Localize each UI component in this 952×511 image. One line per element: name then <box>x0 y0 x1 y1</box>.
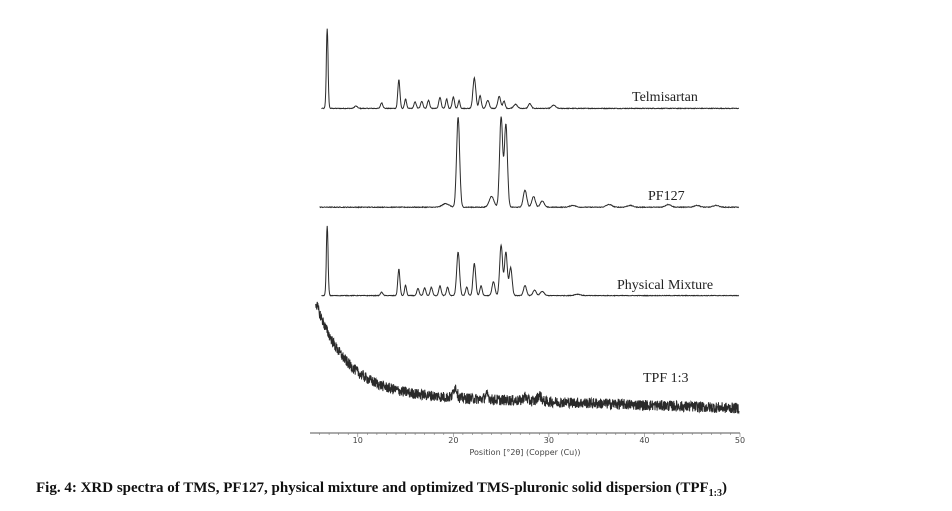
caption-suffix: ) <box>722 480 728 496</box>
x-tick-label: 30 <box>544 436 554 445</box>
series-label-tpf-1-3: TPF 1:3 <box>643 371 689 386</box>
xrd-traces <box>315 28 740 415</box>
figure-caption: Fig. 4: XRD spectra of TMS, PF127, physi… <box>36 480 936 499</box>
caption-subscript: 1:3 <box>708 488 723 499</box>
x-axis: 10 20 30 40 50 Position [°2θ] (Copper (Cu)) <box>310 432 745 457</box>
trace-tpf-1-3 <box>315 301 740 415</box>
x-tick-label: 20 <box>448 436 458 445</box>
x-tick-label: 10 <box>353 436 363 445</box>
series-label-telmisartan: Telmisartan <box>632 90 698 105</box>
x-axis-label: Position [°2θ] (Copper (Cu)) <box>470 448 581 457</box>
trace-telmisartan <box>321 28 740 110</box>
x-tick-label: 40 <box>639 436 649 445</box>
series-label-physical-mixture: Physical Mixture <box>617 278 713 293</box>
trace-pf127 <box>319 116 740 209</box>
caption-text: Fig. 4: XRD spectra of TMS, PF127, physi… <box>36 480 709 496</box>
trace-physical-mixture <box>321 225 740 297</box>
x-tick-label: 50 <box>735 436 745 445</box>
series-label-pf127: PF127 <box>648 189 685 204</box>
series-labels: Telmisartan PF127 Physical Mixture TPF 1:3 <box>617 90 713 386</box>
